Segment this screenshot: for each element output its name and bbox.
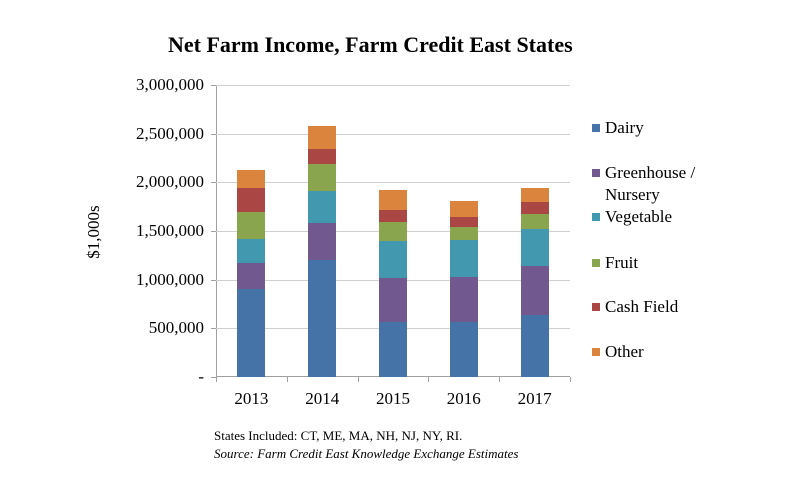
bar-segment-vegetable [237,238,266,263]
legend-label-line: Cash Field [605,297,679,316]
y-axis-label: $1,000s [84,205,103,259]
bar-segment-dairy [308,260,337,377]
y-tick-mark [211,133,216,135]
legend-label: Other [605,341,644,363]
x-tick-mark [499,377,501,382]
y-tick-label: 1,500,000 [136,221,204,240]
gridline [216,133,570,135]
y-tick-mark [211,231,216,232]
legend-label-line: Fruit [605,253,639,272]
bar-segment-fruit [520,213,549,229]
bar-segment-fruit [379,221,407,241]
x-tick-label: 2013 [234,389,269,408]
bar-segment-fruit [237,212,266,239]
legend-label: Cash Field [605,296,678,318]
x-tick-mark [428,377,430,382]
legend-swatch [592,169,600,177]
bar-segment-other [449,200,478,218]
x-tick-mark [216,377,217,382]
bar-segment-fruit [308,164,337,192]
legend-label: Fruit [605,252,638,274]
bar-segment-dairy [520,314,549,377]
bar-segment-dairy [237,289,266,377]
bar-segment-other [237,169,266,188]
bar-segment-greenhouse-nursery [308,222,337,261]
bar-stack-2013 [237,85,266,377]
legend-swatch [592,303,600,311]
legend-label: Vegetable [605,206,672,228]
x-tick-label: 2016 [446,389,481,408]
bar-segment-cash-field [379,209,407,222]
bar-segment-vegetable [308,191,337,223]
bar-segment-vegetable [520,228,549,267]
y-tick-label: 3,000,000 [136,75,204,94]
bar-stack-2016 [449,85,478,377]
legend-label: Greenhouse / Nursery [605,162,695,206]
bar-stack-2014 [308,85,337,377]
y-tick-label: 500,000 [148,318,204,338]
plot-area [211,85,571,382]
bar-segment-vegetable [379,240,407,279]
gridline [216,85,570,86]
x-tick-mark [286,377,288,382]
y-axis-line [216,85,217,382]
bar-segment-dairy [449,321,478,377]
y-tick-label: - [198,367,204,386]
x-tick-mark [357,377,359,382]
bar-segment-cash-field [308,149,337,165]
bar-segment-vegetable [449,240,478,277]
y-tick-mark [211,377,216,378]
bar-segment-other [379,189,407,210]
legend-label: Dairy [605,117,644,139]
legend-swatch [592,348,600,356]
legend-label-line: Dairy [605,118,644,137]
y-tick-mark [211,279,216,281]
bar-segment-cash-field [520,202,549,214]
bar-segment-fruit [449,227,478,241]
y-tick-label: 2,000,000 [136,172,204,192]
legend-label-line: Vegetable [605,207,673,226]
legend-label-line: Greenhouse / [605,163,696,182]
bar-segment-greenhouse-nursery [379,278,407,322]
gridline [216,182,570,184]
chart-title: Net Farm Income, Farm Credit East States [168,32,573,57]
bar-segment-greenhouse-nursery [449,276,478,322]
x-tick-mark [570,377,571,382]
x-tick-label: 2014 [305,389,340,408]
states-note: States Included: CT, ME, MA, NH, NJ, NY,… [214,428,463,443]
y-tick-mark [211,85,216,86]
legend-swatch [592,259,600,267]
bar-segment-cash-field [237,187,266,213]
bar-segment-greenhouse-nursery [237,262,266,290]
y-tick-label: 2,500,000 [136,123,204,143]
legend-label-line: Other [605,342,644,361]
bar-segment-other [520,187,549,203]
legend-label-line: Nursery [605,185,660,204]
x-tick-label: 2017 [517,389,552,408]
x-tick-label: 2015 [376,389,410,408]
y-tick-mark [211,328,216,330]
bar-segment-dairy [379,321,407,377]
bar-stack-2017 [520,85,549,377]
source-note: Source: Farm Credit East Knowledge Excha… [214,446,519,461]
bar-segment-other [308,126,337,150]
y-tick-label: 1,000,000 [136,269,204,289]
legend-swatch [592,124,600,132]
bar-segment-greenhouse-nursery [520,266,549,315]
bar-segment-cash-field [449,217,478,228]
legend-swatch [592,213,600,221]
bar-stack-2015 [379,85,407,377]
y-tick-mark [211,182,216,184]
